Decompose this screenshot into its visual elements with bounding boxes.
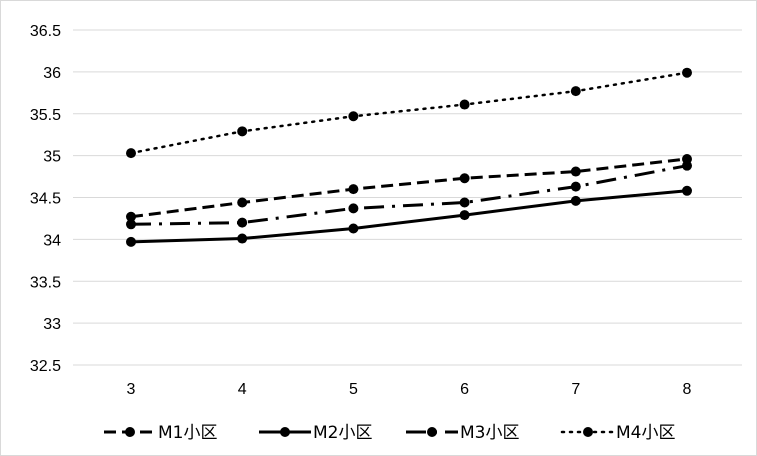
- data-point: [237, 233, 248, 244]
- y-tick-label: 36: [43, 65, 61, 82]
- data-point: [126, 211, 136, 222]
- series-4: [126, 67, 692, 159]
- legend-label: M4小区: [616, 423, 675, 443]
- series-line: [130, 189, 688, 244]
- y-tick-label: 35.5: [30, 107, 61, 124]
- legend-item: M3小区: [406, 423, 519, 443]
- y-axis-ticks: 32.5 33 33.5 34 34.5 35 35.5 36 36.5: [30, 23, 61, 375]
- x-tick-label: 3: [127, 381, 136, 398]
- data-point: [459, 197, 470, 208]
- legend-marker: [583, 427, 593, 437]
- x-axis-ticks: 3 4 5 6 7 8: [127, 381, 692, 398]
- y-tick-label: 34: [43, 232, 61, 249]
- series-1: [126, 153, 692, 222]
- data-point: [459, 173, 470, 184]
- y-tick-label: 34.5: [30, 191, 61, 208]
- series-2: [126, 185, 692, 247]
- legend-label: M3小区: [460, 423, 519, 443]
- legend-item: M4小区: [560, 423, 675, 443]
- data-point: [570, 166, 581, 177]
- legend-marker: [125, 427, 135, 437]
- data-point: [459, 99, 470, 110]
- data-point: [237, 197, 248, 208]
- legend-label: M2小区: [313, 423, 372, 443]
- y-tick-label: 33.5: [30, 274, 61, 291]
- x-tick-label: 7: [571, 381, 580, 398]
- series-line: [129, 71, 689, 155]
- gridlines: [73, 29, 742, 366]
- data-point: [570, 86, 581, 97]
- legend-item: M1小区: [104, 423, 217, 443]
- data-point: [237, 217, 248, 228]
- y-tick-label: 35: [43, 149, 61, 166]
- data-point: [126, 236, 136, 247]
- data-point: [126, 219, 136, 230]
- x-tick-label: 6: [460, 381, 469, 398]
- legend-item: M2小区: [259, 423, 372, 443]
- legend-marker: [280, 427, 290, 437]
- data-point: [348, 111, 359, 122]
- series-3: [126, 160, 692, 230]
- legend-marker: [427, 427, 437, 437]
- y-tick-label: 36.5: [30, 23, 61, 40]
- data-point: [348, 184, 359, 195]
- data-point: [682, 185, 692, 196]
- y-tick-label: 33: [43, 316, 61, 333]
- legend: M1小区 M2小区 M3小区 M4小区: [104, 423, 675, 443]
- data-point: [570, 181, 581, 192]
- x-tick-label: 8: [683, 381, 692, 398]
- data-point: [459, 210, 470, 221]
- x-tick-label: 4: [238, 381, 247, 398]
- legend-label: M1小区: [158, 423, 217, 443]
- series-line: [130, 157, 688, 219]
- data-point: [348, 203, 359, 214]
- data-point: [570, 195, 581, 206]
- data-point: [126, 148, 136, 159]
- data-point: [682, 67, 692, 78]
- y-tick-label: 32.5: [30, 358, 61, 375]
- data-point: [682, 160, 692, 171]
- data-point: [348, 223, 359, 234]
- series-line: [130, 164, 688, 226]
- x-tick-label: 5: [349, 381, 358, 398]
- data-point: [237, 126, 248, 137]
- series-lines: [126, 67, 692, 247]
